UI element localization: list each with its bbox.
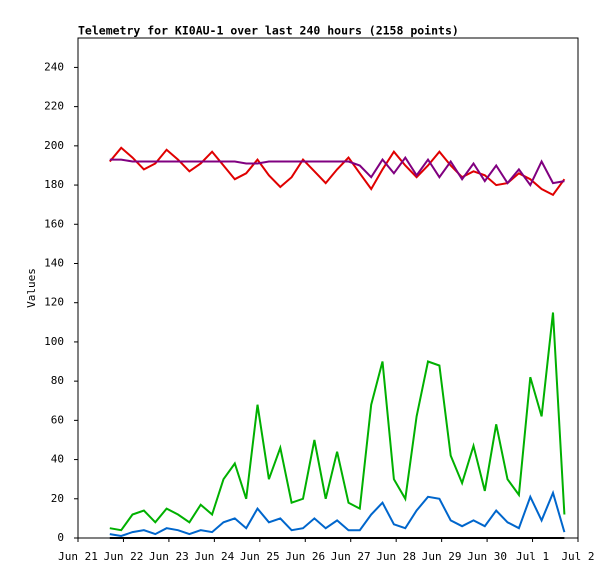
x-tick-label: Jun 23 — [149, 550, 189, 563]
y-tick-label: 80 — [51, 374, 64, 387]
y-tick-label: 220 — [44, 100, 64, 113]
x-tick-label: Jun 29 — [422, 550, 462, 563]
y-tick-label: 60 — [51, 413, 64, 426]
y-tick-label: 160 — [44, 217, 64, 230]
x-tick-label: Jun 28 — [376, 550, 416, 563]
y-tick-label: 200 — [44, 139, 64, 152]
series-line — [109, 146, 566, 197]
y-axis-label: Values — [25, 268, 38, 308]
y-tick-label: 140 — [44, 256, 64, 269]
y-tick-label: 180 — [44, 178, 64, 191]
x-tick-label: Jun 22 — [104, 550, 144, 563]
x-tick-label: Jun 24 — [194, 550, 234, 563]
x-tick-label: Jun 27 — [331, 550, 371, 563]
y-tick-label: 40 — [51, 453, 64, 466]
x-tick-label: Jun 26 — [285, 550, 325, 563]
y-tick-label: 0 — [57, 531, 64, 544]
chart-title: Telemetry for KI0AU-1 over last 240 hour… — [78, 24, 459, 38]
x-tick-label: Jul 1 — [516, 550, 549, 563]
series-line — [109, 312, 566, 532]
plot-frame — [77, 37, 579, 539]
x-tick-label: Jul 2 — [561, 550, 594, 563]
y-tick-label: 120 — [44, 296, 64, 309]
y-tick-label: 20 — [51, 492, 64, 505]
x-tick-label: Jun 21 — [58, 550, 98, 563]
series-line — [109, 489, 566, 538]
y-tick-label: 240 — [44, 60, 64, 73]
x-tick-label: Jun 25 — [240, 550, 280, 563]
series-line — [109, 155, 565, 188]
x-tick-label: Jun 30 — [467, 550, 507, 563]
y-tick-label: 100 — [44, 335, 64, 348]
